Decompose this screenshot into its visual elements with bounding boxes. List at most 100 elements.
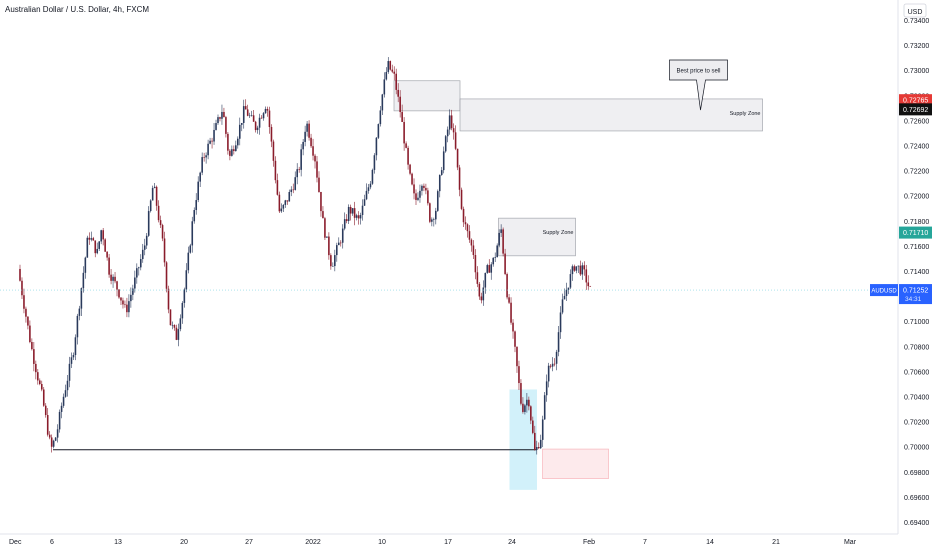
candle: [161, 223, 164, 242]
candle-body: [195, 200, 198, 211]
candle-body: [147, 211, 150, 236]
candle: [298, 166, 300, 173]
candle: [70, 352, 73, 369]
candle-body: [530, 406, 532, 421]
candle-body: [377, 124, 380, 138]
candle: [149, 199, 152, 213]
candle-body: [199, 172, 201, 182]
candle: [187, 246, 190, 274]
candle: [571, 264, 574, 281]
candle: [227, 132, 229, 155]
price-tick-label: 0.72400: [904, 144, 929, 151]
candle-body: [246, 109, 249, 116]
candle-body: [581, 265, 584, 275]
price-tick-label: 0.72200: [904, 169, 929, 176]
candle: [393, 66, 396, 81]
price-axis[interactable]: 0.734000.732000.730000.728000.726000.724…: [904, 18, 929, 527]
candle-body: [332, 266, 334, 267]
candle-body: [429, 203, 431, 222]
candle-body: [320, 191, 322, 212]
candle: [58, 409, 61, 433]
candle: [532, 416, 534, 435]
candle-body: [153, 186, 156, 189]
candle-body: [300, 149, 302, 170]
candle-body: [240, 122, 243, 125]
candle-body: [403, 121, 405, 144]
candle: [415, 189, 417, 206]
candle-body: [482, 287, 485, 301]
candle-body: [213, 129, 215, 142]
candle-body: [94, 240, 97, 254]
candle: [312, 138, 314, 161]
candle-body: [37, 372, 39, 381]
time-tick-label: 21: [772, 539, 780, 546]
candle-body: [310, 137, 312, 147]
candle-body: [167, 288, 170, 310]
candle-body: [141, 249, 144, 260]
candle: [583, 261, 586, 276]
candle-body: [589, 286, 592, 287]
candle: [387, 57, 390, 74]
candle-body: [116, 281, 118, 290]
candle-body: [84, 257, 87, 273]
candle: [221, 104, 223, 125]
candle: [409, 163, 411, 176]
time-tick-label: Mar: [844, 539, 857, 546]
candle-body: [296, 169, 298, 178]
candle-body: [528, 399, 530, 407]
candle-body: [328, 236, 330, 256]
candle-body: [520, 383, 522, 404]
candle-body: [336, 245, 338, 256]
candle: [88, 232, 91, 245]
candle: [124, 300, 126, 308]
candle-body: [514, 331, 516, 347]
candle-body: [312, 146, 314, 156]
candle-body: [92, 238, 95, 241]
candle-body: [474, 255, 477, 273]
candle: [197, 176, 199, 203]
candle-body: [456, 148, 459, 168]
candle: [120, 297, 122, 305]
candle: [177, 323, 180, 347]
candle-body: [31, 342, 33, 350]
candle: [171, 321, 174, 330]
candle-body: [551, 363, 554, 367]
candle-body: [86, 237, 89, 258]
candle-body: [42, 389, 45, 406]
candle-body: [54, 437, 57, 441]
candle-body: [353, 208, 356, 218]
candle-body: [314, 155, 316, 162]
candle: [539, 434, 542, 450]
candle-body: [458, 167, 461, 190]
candle-body: [102, 230, 104, 240]
time-axis[interactable]: Dec 6 13 20 27 2022 10 17 24 Feb 7 14 21 Mar: [9, 539, 857, 546]
candle-body: [573, 266, 576, 271]
candle: [411, 172, 413, 186]
currency-label-box[interactable]: [903, 3, 927, 18]
candle-body: [569, 274, 572, 288]
candle: [401, 104, 403, 123]
candle-body: [373, 155, 376, 170]
candle: [484, 272, 487, 294]
candle-body: [436, 191, 439, 211]
candle: [246, 104, 249, 117]
candle: [381, 93, 384, 115]
candle-body: [165, 262, 168, 289]
candle-body: [425, 187, 427, 191]
time-tick-label: 24: [508, 539, 516, 546]
candle: [280, 203, 283, 213]
candle-body: [351, 208, 354, 214]
supply-zone-label: Supply Zone: [730, 111, 761, 117]
candle-body: [355, 215, 358, 218]
candle-body: [506, 274, 508, 298]
candle-body: [143, 245, 146, 250]
candle-body: [522, 403, 524, 412]
candle: [314, 153, 316, 169]
candle-body: [322, 211, 324, 219]
candle: [74, 334, 77, 361]
candle: [68, 356, 71, 388]
candle-body: [405, 143, 407, 148]
candle: [452, 123, 455, 140]
